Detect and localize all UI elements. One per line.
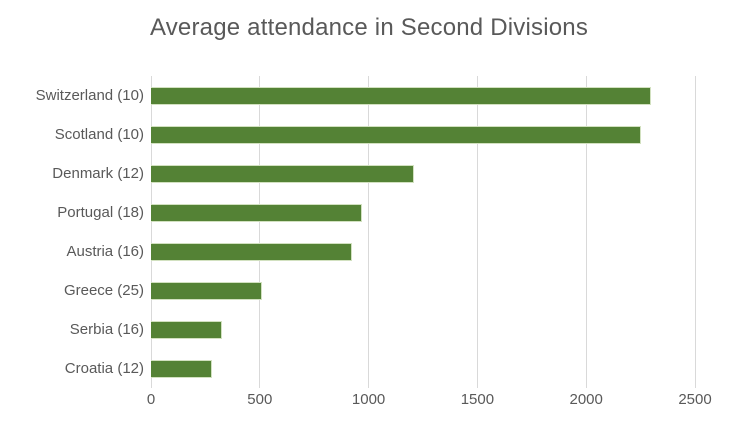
bar-row — [151, 76, 695, 115]
x-tick-label: 500 — [247, 391, 273, 408]
category-label: Portugal (18) — [57, 204, 144, 221]
chart-title: Average attendance in Second Divisions — [149, 14, 589, 41]
category-label: Denmark (12) — [52, 165, 144, 182]
bar — [151, 164, 415, 183]
bar — [151, 86, 652, 105]
category-label: Croatia (12) — [64, 360, 144, 377]
bar-row — [151, 271, 695, 310]
x-tick-label: 1500 — [460, 391, 495, 408]
gridline — [694, 76, 696, 388]
x-axis-labels: 0 500 1000 1500 2000 2500 — [147, 391, 712, 409]
bar — [151, 359, 212, 378]
bar — [151, 281, 262, 300]
bar-row — [151, 154, 695, 193]
bar-row — [151, 310, 695, 349]
bar — [151, 242, 353, 261]
gridline — [585, 76, 587, 388]
bar-row — [151, 115, 695, 154]
gridline — [368, 76, 370, 388]
category-label: Scotland (10) — [54, 126, 144, 143]
bar-row — [151, 232, 695, 271]
x-tick-label: 0 — [146, 391, 156, 408]
bar — [151, 320, 222, 339]
x-tick-label: 1000 — [351, 391, 386, 408]
x-tick-label: 2500 — [678, 391, 712, 408]
x-tick-label: 2000 — [569, 391, 603, 408]
category-label: Greece (25) — [63, 282, 144, 299]
bar — [151, 125, 641, 144]
category-label: Switzerland (10) — [35, 87, 144, 104]
bar — [151, 203, 363, 222]
gridline — [150, 76, 152, 388]
gridline — [259, 76, 261, 388]
y-axis-labels: Switzerland (10) Scotland (10) Denmark (12… — [0, 76, 144, 388]
plot-area — [150, 76, 696, 388]
bar-row — [151, 349, 695, 388]
category-label: Serbia (16) — [69, 321, 144, 338]
category-label: Austria (16) — [66, 243, 144, 260]
gridline — [476, 76, 478, 388]
bar-row — [151, 193, 695, 232]
